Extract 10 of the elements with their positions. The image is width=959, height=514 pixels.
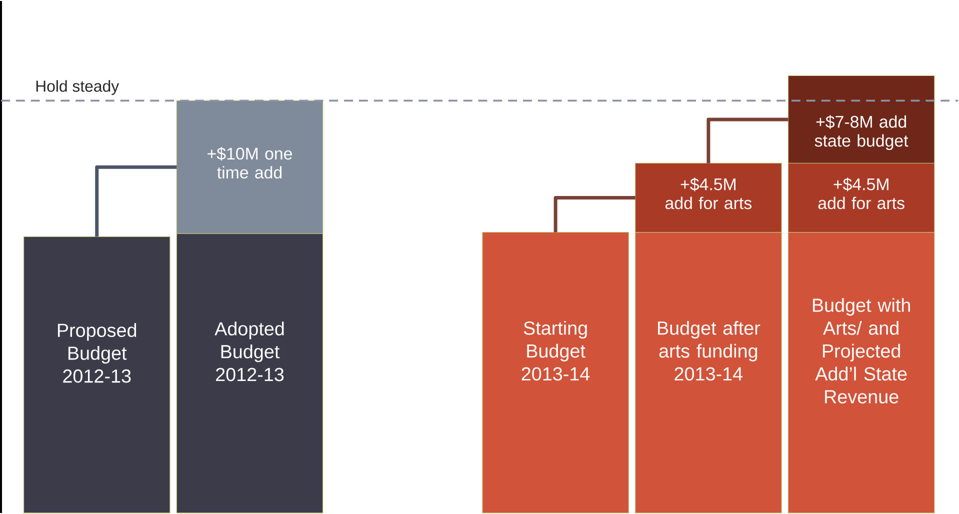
x-tick-label: Starting Budget 2013-14 <box>522 320 590 381</box>
x-tick-label: Budget after arts funding 2013-14 <box>658 320 760 381</box>
x-tick-label: Proposed Budget 2012-13 <box>58 323 136 383</box>
x-tick-label: Adopted Budget 2012-13 <box>214 322 284 382</box>
annotation: +$4.5M add for arts <box>665 178 752 210</box>
annotation: +$7-8M add state budget <box>814 115 908 150</box>
annotation: +$10M one time add <box>208 146 292 179</box>
ref-line-label: Hold steady <box>36 80 120 95</box>
annotation: +$4.5M add for arts <box>818 178 904 210</box>
x-tick-label: Budget with Arts/ and Projected Add’l State Revenue <box>812 298 910 404</box>
